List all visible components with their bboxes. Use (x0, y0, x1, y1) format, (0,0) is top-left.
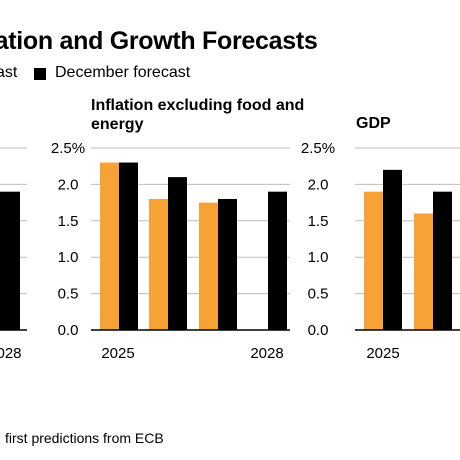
y-tick-label: 2.0 (308, 176, 329, 193)
footnote: first predictions from ECB (5, 430, 164, 446)
bar-september-2025 (100, 162, 119, 330)
legend-label-december: December forecast (55, 64, 191, 81)
x-tick-label: 028 (0, 345, 22, 362)
bar-september-2025 (364, 191, 383, 330)
y-tick-label: 1.0 (58, 249, 79, 266)
y-tick-label: 1.0 (308, 249, 329, 266)
y-tick-label: 0.0 (58, 322, 79, 339)
y-tick-label: 1.5 (58, 213, 79, 230)
legend-label-september: ast (0, 64, 18, 81)
y-tick-label: 0.5 (58, 286, 79, 303)
legend-swatch-december (34, 68, 46, 80)
y-tick-label: 0.0 (308, 322, 329, 339)
bar-december-2025 (119, 162, 138, 330)
y-tick-label: 0.5 (308, 286, 329, 303)
y-tick-label: 2.5% (301, 140, 335, 157)
y-tick-label: 2.0 (58, 176, 79, 193)
chart-title: lation and Growth Forecasts (0, 27, 318, 55)
bar-december-2026 (168, 177, 187, 330)
bar-september-2027 (199, 202, 218, 330)
panel-title-gdp: GDP (356, 115, 391, 132)
bar-december-2028 (0, 191, 20, 330)
panel-title-core-inflation: Inflation excluding food and energy (91, 97, 305, 133)
bar-september-2026 (414, 213, 433, 330)
bar-september-2026 (149, 198, 168, 330)
x-tick-label: 2025 (101, 345, 134, 362)
y-tick-label: 1.5 (308, 213, 329, 230)
bar-december-2027 (218, 198, 237, 330)
x-tick-label: 2025 (366, 345, 399, 362)
y-tick-label: 2.5% (51, 140, 85, 157)
bar-december-2028 (268, 191, 287, 330)
bar-december-2026 (433, 191, 452, 330)
x-tick-label: 2028 (250, 345, 283, 362)
bar-december-2025 (383, 169, 402, 330)
